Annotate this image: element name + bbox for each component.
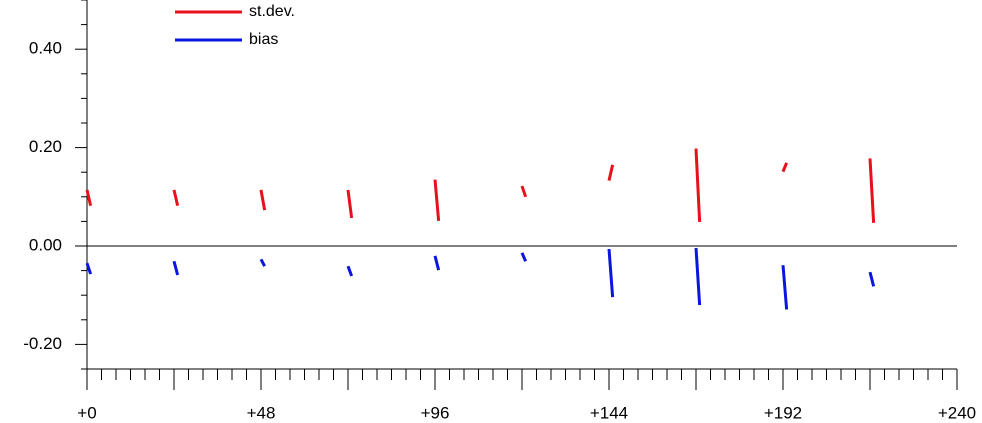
x-tick-label: +144 bbox=[590, 403, 628, 422]
series-line bbox=[85, 247, 876, 310]
series-line bbox=[85, 148, 876, 223]
legend-label: st.dev. bbox=[249, 3, 295, 20]
x-tick-label: +192 bbox=[764, 403, 802, 422]
y-tick-label: 0.20 bbox=[29, 137, 62, 156]
x-tick-label: +48 bbox=[247, 403, 276, 422]
x-tick-label: +0 bbox=[77, 403, 96, 422]
x-tick-label: +96 bbox=[421, 403, 450, 422]
y-tick-label: -0.20 bbox=[23, 334, 62, 353]
y-tick-label: 0.40 bbox=[29, 39, 62, 58]
legend-label: bias bbox=[249, 31, 278, 48]
x-tick-label: +240 bbox=[938, 403, 976, 422]
y-tick-label: 0.00 bbox=[29, 235, 62, 254]
